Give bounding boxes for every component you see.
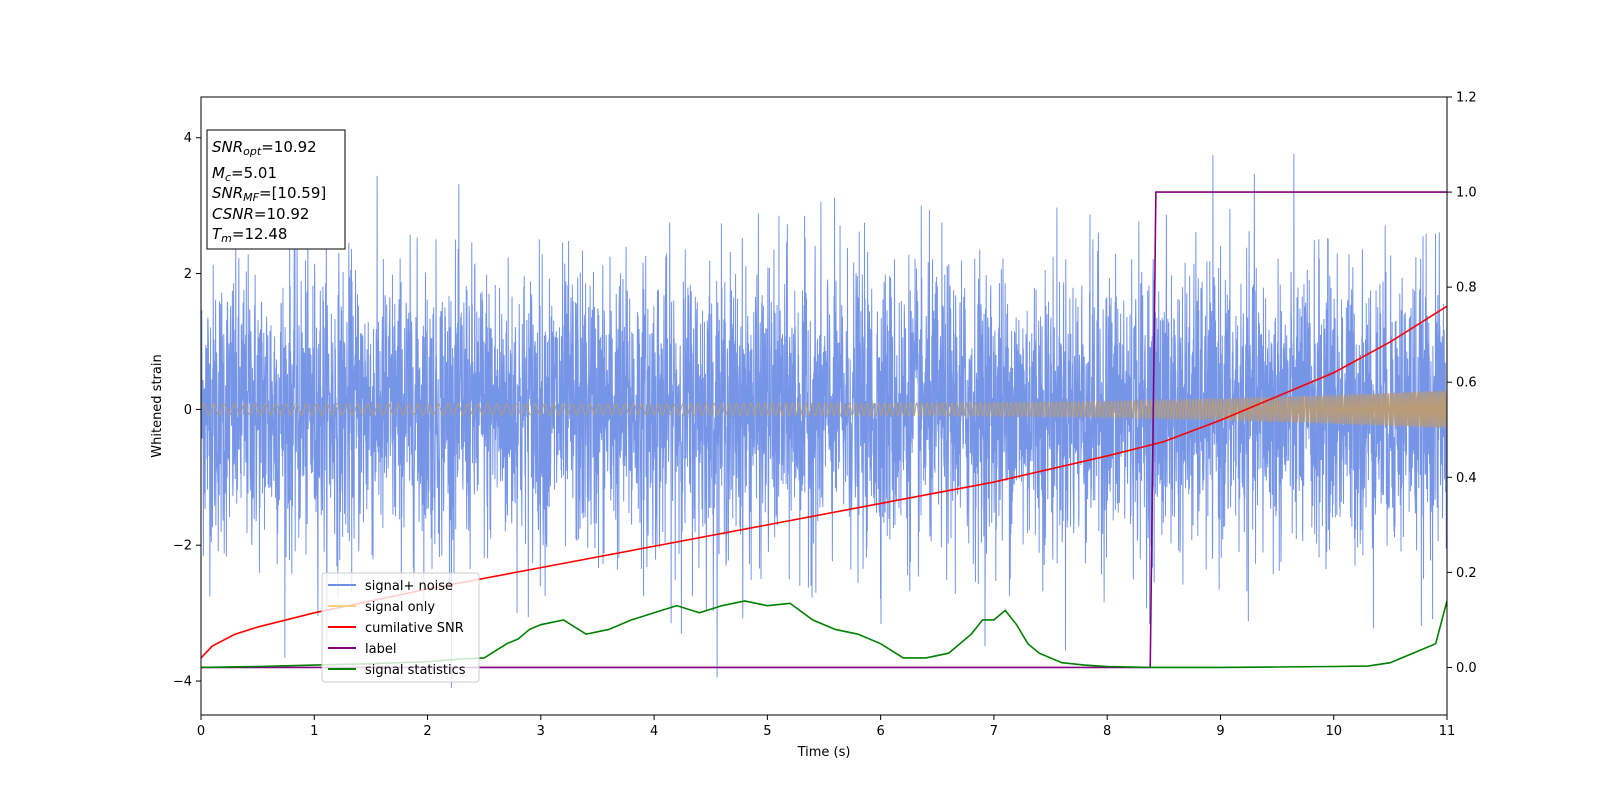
x-tick-label: 11 — [1439, 724, 1456, 739]
y-right-tick-label: 1.0 — [1456, 186, 1477, 201]
info-snr-mf: SNRMF=[10.59] — [212, 184, 326, 204]
series-signal-noise — [201, 153, 1447, 688]
legend: signal+ noise signal only cumilative SNR… — [321, 572, 480, 683]
info-box-frame — [206, 129, 346, 250]
x-tick-label: 3 — [537, 724, 545, 739]
y-right-tick-label: 0.4 — [1456, 471, 1477, 486]
y-left-tick-label: 0 — [184, 403, 192, 418]
series-signal-statistics — [201, 600, 1447, 669]
legend-frame — [321, 572, 480, 683]
info-box: SNRopt=10.92 Mc=5.01 SNRMF=[10.59] CSNR=… — [206, 129, 346, 250]
y-right-tick-label: 0.8 — [1456, 281, 1477, 296]
x-tick-label: 0 — [197, 724, 205, 739]
plot-area-frame — [200, 96, 1448, 716]
x-tick-label: 8 — [1103, 724, 1111, 739]
legend-label-signal-statistics: signal statistics — [365, 663, 466, 678]
series-cumulative-snr — [201, 305, 1447, 659]
info-mc: Mc=5.01 — [212, 164, 277, 184]
y-left-tick-label: −2 — [173, 539, 192, 554]
y-left-tick-label: 4 — [184, 131, 192, 146]
y-right-tick-label: 0.6 — [1456, 376, 1477, 391]
info-csnr: CSNR=10.92 — [212, 205, 309, 223]
x-tick-label: 10 — [1325, 724, 1342, 739]
x-tick-label: 1 — [310, 724, 318, 739]
info-snr-opt: SNRopt=10.92 — [212, 138, 317, 158]
x-tick-label: 9 — [1216, 724, 1224, 739]
y-left-tick-label: 2 — [184, 267, 192, 282]
x-axis-label: Time (s) — [797, 745, 851, 760]
legend-label-cumulative-snr: cumilative SNR — [365, 621, 464, 636]
y-right-tick-label: 0.0 — [1456, 661, 1477, 676]
legend-label-signal-only: signal only — [365, 600, 435, 615]
series-label — [201, 191, 1447, 669]
series-signal-only — [201, 390, 1447, 429]
y-left-tick-label: −4 — [173, 675, 192, 690]
y-right-tick-label: 0.2 — [1456, 566, 1477, 581]
info-tm: Tm=12.48 — [212, 225, 287, 245]
x-tick-label: 2 — [423, 724, 431, 739]
x-tick-label: 5 — [763, 724, 771, 739]
x-tick-label: 4 — [650, 724, 658, 739]
y-axis-label: Whitened strain — [150, 354, 165, 457]
legend-label-label: label — [365, 642, 396, 657]
x-tick-label: 6 — [876, 724, 884, 739]
y-right-tick-label: 1.2 — [1456, 91, 1477, 106]
x-tick-label: 7 — [990, 724, 998, 739]
legend-label-signal-noise: signal+ noise — [365, 579, 453, 594]
